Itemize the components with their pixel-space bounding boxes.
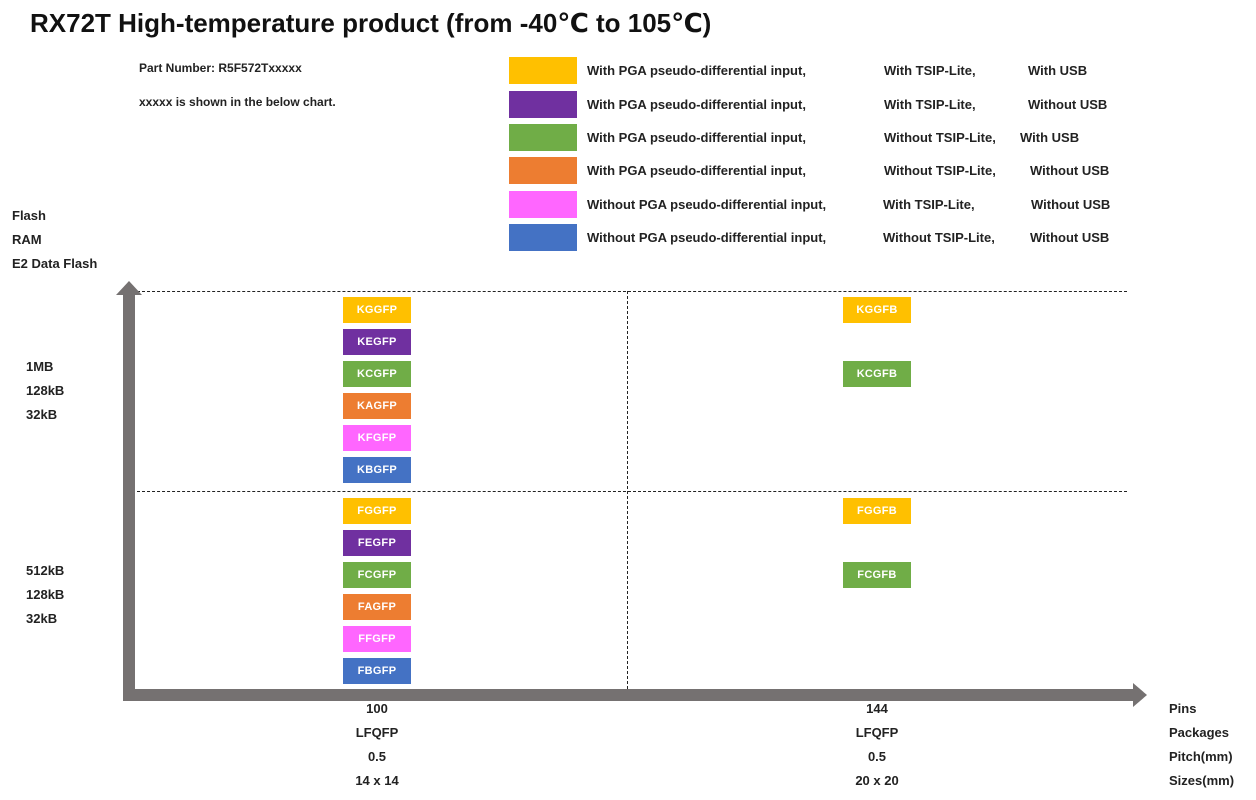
y-group-512kb: 512kB 128kB 32kB: [26, 559, 64, 631]
x-label-packages: Packages: [1169, 725, 1229, 740]
legend-tsip: With TSIP-Lite,: [883, 197, 975, 212]
x-axis-titles: Pins Packages Pitch(mm) Sizes(mm): [1169, 697, 1234, 793]
legend-swatch-orange: [509, 157, 577, 184]
x-pitch: 0.5: [867, 749, 887, 764]
y-group-1mb: 1MB 128kB 32kB: [26, 355, 64, 427]
legend-pga: With PGA pseudo-differential input,: [587, 130, 806, 145]
y-flash: 1MB: [26, 359, 54, 374]
page-title: RX72T High-temperature product (from -40…: [30, 8, 712, 38]
part-chip: KGGFB: [843, 297, 911, 323]
legend-usb: Without USB: [1031, 197, 1111, 212]
legend-usb: Without USB: [1030, 163, 1110, 178]
part-chip: KFGFP: [343, 425, 411, 451]
x-package: LFQFP: [355, 725, 399, 740]
legend-pga: With PGA pseudo-differential input,: [587, 63, 806, 78]
part-number-note: Part Number: R5F572Txxxxx: [139, 61, 302, 75]
legend-item: With PGA pseudo-differential input, With…: [509, 91, 1149, 119]
legend-pga: Without PGA pseudo-differential input,: [587, 197, 827, 212]
part-chip: KBGFP: [343, 457, 411, 483]
legend-usb: With USB: [1028, 63, 1088, 78]
part-chip: KAGFP: [343, 393, 411, 419]
legend-tsip: With TSIP-Lite,: [884, 63, 976, 78]
x-pins: 100: [366, 701, 388, 716]
part-chip: FBGFP: [343, 658, 411, 684]
legend-swatch-purple: [509, 91, 577, 118]
y-label-flash: Flash: [12, 208, 46, 223]
x-size: 20 x 20: [855, 773, 899, 788]
part-chip: FCGFP: [343, 562, 411, 588]
y-axis-arrow-icon: [116, 281, 142, 295]
y-e2: 32kB: [26, 407, 58, 422]
grid-line-middle: [137, 491, 1127, 492]
legend-tsip: Without TSIP-Lite,: [884, 163, 996, 178]
legend-item: Without PGA pseudo-differential input, W…: [509, 191, 1149, 219]
legend-tsip: With TSIP-Lite,: [884, 97, 976, 112]
y-label-e2: E2 Data Flash: [12, 256, 98, 271]
x-axis-arrow-icon: [1133, 683, 1147, 707]
legend-swatch-pink: [509, 191, 577, 218]
y-ram: 128kB: [26, 587, 65, 602]
legend-usb: Without USB: [1028, 97, 1108, 112]
y-label-ram: RAM: [12, 232, 42, 247]
y-axis-title: Flash RAM E2 Data Flash: [12, 204, 97, 276]
x-pins: 144: [866, 701, 888, 716]
y-flash: 512kB: [26, 563, 65, 578]
legend-tsip: Without TSIP-Lite,: [884, 130, 996, 145]
x-axis-bar: [123, 689, 1135, 701]
part-chip: FAGFP: [343, 594, 411, 620]
legend-pga: Without PGA pseudo-differential input,: [587, 230, 827, 245]
legend-item: With PGA pseudo-differential input, With…: [509, 57, 1149, 85]
part-chip: KGGFP: [343, 297, 411, 323]
legend-tsip: Without TSIP-Lite,: [883, 230, 995, 245]
x-pitch: 0.5: [367, 749, 387, 764]
x-label-sizes: Sizes(mm): [1169, 773, 1235, 788]
part-chip: FGGFB: [843, 498, 911, 524]
legend-pga: With PGA pseudo-differential input,: [587, 97, 806, 112]
x-column-100pin: 100 LFQFP 0.5 14 x 14: [317, 697, 437, 793]
legend-pga: With PGA pseudo-differential input,: [587, 163, 806, 178]
legend-item: With PGA pseudo-differential input, With…: [509, 124, 1149, 152]
y-e2: 32kB: [26, 611, 58, 626]
grid-line-top: [137, 291, 1127, 292]
legend-usb: Without USB: [1030, 230, 1110, 245]
explanation-note: xxxxx is shown in the below chart.: [139, 95, 336, 109]
part-chip: FFGFP: [343, 626, 411, 652]
part-chip: FEGFP: [343, 530, 411, 556]
legend-swatch-yellow: [509, 57, 577, 84]
x-column-144pin: 144 LFQFP 0.5 20 x 20: [817, 697, 937, 793]
legend-item: Without PGA pseudo-differential input, W…: [509, 224, 1149, 252]
x-size: 14 x 14: [355, 773, 399, 788]
part-chip: FGGFP: [343, 498, 411, 524]
legend-swatch-green: [509, 124, 577, 151]
part-chip: FCGFB: [843, 562, 911, 588]
legend-usb: With USB: [1020, 130, 1080, 145]
part-chip: KEGFP: [343, 329, 411, 355]
legend-swatch-blue: [509, 224, 577, 251]
x-package: LFQFP: [855, 725, 899, 740]
grid-line-vertical: [627, 291, 628, 689]
x-label-pins: Pins: [1169, 701, 1197, 716]
part-chip: KCGFP: [343, 361, 411, 387]
y-ram: 128kB: [26, 383, 65, 398]
y-axis-bar: [123, 293, 135, 701]
part-chip: KCGFB: [843, 361, 911, 387]
x-label-pitch: Pitch(mm): [1169, 749, 1233, 764]
legend-item: With PGA pseudo-differential input, With…: [509, 157, 1149, 185]
